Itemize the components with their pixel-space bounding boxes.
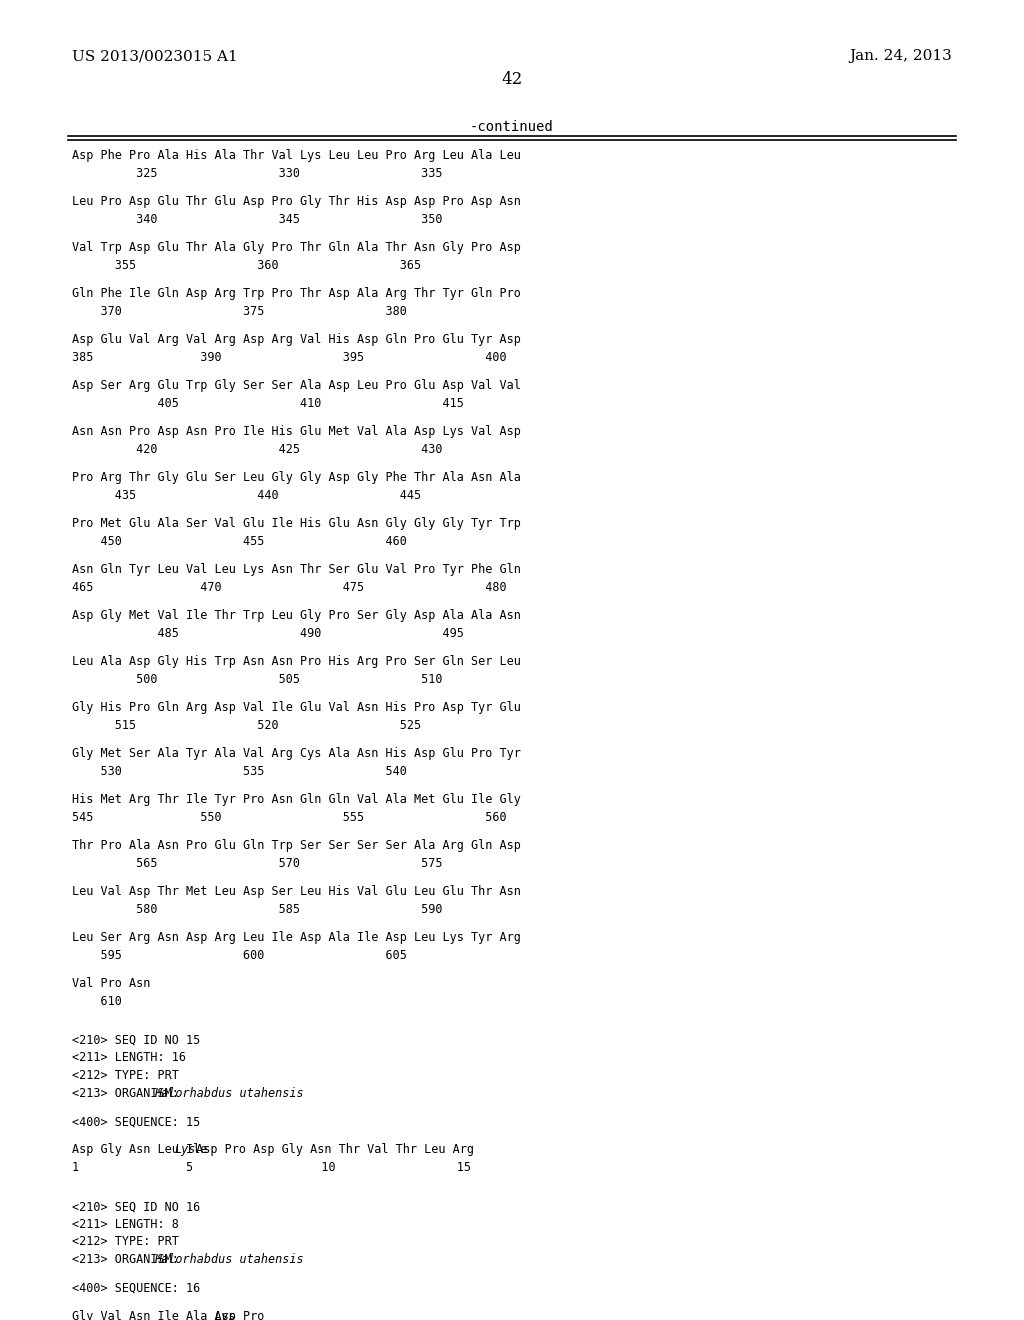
Text: 42: 42 [502,71,522,87]
Text: 580                 585                 590: 580 585 590 [72,903,442,916]
Text: Asn Gln Tyr Leu Val Leu Lys Asn Thr Ser Glu Val Pro Tyr Phe Gln: Asn Gln Tyr Leu Val Leu Lys Asn Thr Ser … [72,564,521,577]
Text: Asp Ser Arg Glu Trp Gly Ser Ser Ala Asp Leu Pro Glu Asp Val Val: Asp Ser Arg Glu Trp Gly Ser Ser Ala Asp … [72,379,521,392]
Text: <210> SEQ ID NO 15: <210> SEQ ID NO 15 [72,1034,201,1047]
Text: Gly Met Ser Ala Tyr Ala Val Arg Cys Ala Asn His Asp Glu Pro Tyr: Gly Met Ser Ala Tyr Ala Val Arg Cys Ala … [72,747,521,760]
Text: -continued: -continued [470,120,554,133]
Text: His Met Arg Thr Ile Tyr Pro Asn Gln Gln Val Ala Met Glu Ile Gly: His Met Arg Thr Ile Tyr Pro Asn Gln Gln … [72,793,521,807]
Text: <400> SEQUENCE: 16: <400> SEQUENCE: 16 [72,1282,201,1295]
Text: 355                 360                 365: 355 360 365 [72,259,421,272]
Text: 1               5                  10                 15: 1 5 10 15 [72,1162,471,1175]
Text: 515                 520                 525: 515 520 525 [72,719,421,731]
Text: Asp Phe Pro Ala His Ala Thr Val Lys Leu Leu Pro Arg Leu Ala Leu: Asp Phe Pro Ala His Ala Thr Val Lys Leu … [72,149,521,162]
Text: Asp Gly Met Val Ile Thr Trp Leu Gly Pro Ser Gly Asp Ala Ala Asn: Asp Gly Met Val Ile Thr Trp Leu Gly Pro … [72,610,521,622]
Text: 450                 455                 460: 450 455 460 [72,535,407,548]
Text: Halorhabdus utahensis: Halorhabdus utahensis [154,1086,303,1100]
Text: Asn Asn Pro Asp Asn Pro Ile His Glu Met Val Ala Asp Lys Val Asp: Asn Asn Pro Asp Asn Pro Ile His Glu Met … [72,425,521,438]
Text: Asp Glu Val Arg Val Arg Asp Arg Val His Asp Gln Pro Glu Tyr Asp: Asp Glu Val Arg Val Arg Asp Arg Val His … [72,334,521,346]
Text: Gly Val Asn Ile Ala Asp Pro: Gly Val Asn Ile Ala Asp Pro [72,1309,271,1320]
Text: 340                 345                 350: 340 345 350 [72,213,442,226]
Text: 385               390                 395                 400: 385 390 395 400 [72,351,507,364]
Text: <213> ORGANISM:: <213> ORGANISM: [72,1253,186,1266]
Text: Leu Val Asp Thr Met Leu Asp Ser Leu His Val Glu Leu Glu Thr Asn: Leu Val Asp Thr Met Leu Asp Ser Leu His … [72,886,521,898]
Text: 595                 600                 605: 595 600 605 [72,949,407,962]
Text: 530                 535                 540: 530 535 540 [72,764,407,777]
Text: US 2013/0023015 A1: US 2013/0023015 A1 [72,49,238,63]
Text: Leu Ala Asp Gly His Trp Asn Asn Pro His Arg Pro Ser Gln Ser Leu: Leu Ala Asp Gly His Trp Asn Asn Pro His … [72,655,521,668]
Text: <213> ORGANISM:: <213> ORGANISM: [72,1086,186,1100]
Text: 435                 440                 445: 435 440 445 [72,488,421,502]
Text: Thr Pro Ala Asn Pro Glu Gln Trp Ser Ser Ser Ser Ala Arg Gln Asp: Thr Pro Ala Asn Pro Glu Gln Trp Ser Ser … [72,840,521,853]
Text: <212> TYPE: PRT: <212> TYPE: PRT [72,1236,179,1249]
Text: <212> TYPE: PRT: <212> TYPE: PRT [72,1069,179,1082]
Text: <400> SEQUENCE: 15: <400> SEQUENCE: 15 [72,1115,201,1129]
Text: Pro Met Glu Ala Ser Val Glu Ile His Glu Asn Gly Gly Gly Tyr Trp: Pro Met Glu Ala Ser Val Glu Ile His Glu … [72,517,521,531]
Text: Leu Ser Arg Asn Asp Arg Leu Ile Asp Ala Ile Asp Leu Lys Tyr Arg: Leu Ser Arg Asn Asp Arg Leu Ile Asp Ala … [72,931,521,944]
Text: Lys: Lys [174,1143,196,1156]
Text: 370                 375                 380: 370 375 380 [72,305,407,318]
Text: <211> LENGTH: 16: <211> LENGTH: 16 [72,1052,186,1064]
Text: 565                 570                 575: 565 570 575 [72,857,442,870]
Text: 465               470                 475                 480: 465 470 475 480 [72,581,507,594]
Text: 610: 610 [72,995,122,1008]
Text: <211> LENGTH: 8: <211> LENGTH: 8 [72,1218,179,1230]
Text: 545               550                 555                 560: 545 550 555 560 [72,810,507,824]
Text: 325                 330                 335: 325 330 335 [72,168,442,180]
Text: Gly His Pro Gln Arg Asp Val Ile Glu Val Asn His Pro Asp Tyr Glu: Gly His Pro Gln Arg Asp Val Ile Glu Val … [72,701,521,714]
Text: Pro Arg Thr Gly Glu Ser Leu Gly Gly Asp Gly Phe Thr Ala Asn Ala: Pro Arg Thr Gly Glu Ser Leu Gly Gly Asp … [72,471,521,484]
Text: <210> SEQ ID NO 16: <210> SEQ ID NO 16 [72,1200,201,1213]
Text: Gln Phe Ile Gln Asp Arg Trp Pro Thr Asp Ala Arg Thr Tyr Gln Pro: Gln Phe Ile Gln Asp Arg Trp Pro Thr Asp … [72,288,521,301]
Text: Lys: Lys [215,1309,237,1320]
Text: Halorhabdus utahensis: Halorhabdus utahensis [154,1253,303,1266]
Text: Leu Pro Asp Glu Thr Glu Asp Pro Gly Thr His Asp Asp Pro Asp Asn: Leu Pro Asp Glu Thr Glu Asp Pro Gly Thr … [72,195,521,209]
Text: 500                 505                 510: 500 505 510 [72,673,442,686]
Text: 405                 410                 415: 405 410 415 [72,397,464,411]
Text: Asp Pro Asp Gly Asn Thr Val Thr Leu Arg: Asp Pro Asp Gly Asn Thr Val Thr Leu Arg [189,1143,474,1156]
Text: Jan. 24, 2013: Jan. 24, 2013 [849,49,952,63]
Text: 485                 490                 495: 485 490 495 [72,627,464,640]
Text: Val Pro Asn: Val Pro Asn [72,977,151,990]
Text: Asp Gly Asn Leu Ile: Asp Gly Asn Leu Ile [72,1143,214,1156]
Text: Val Trp Asp Glu Thr Ala Gly Pro Thr Gln Ala Thr Asn Gly Pro Asp: Val Trp Asp Glu Thr Ala Gly Pro Thr Gln … [72,242,521,255]
Text: 420                 425                 430: 420 425 430 [72,444,442,455]
